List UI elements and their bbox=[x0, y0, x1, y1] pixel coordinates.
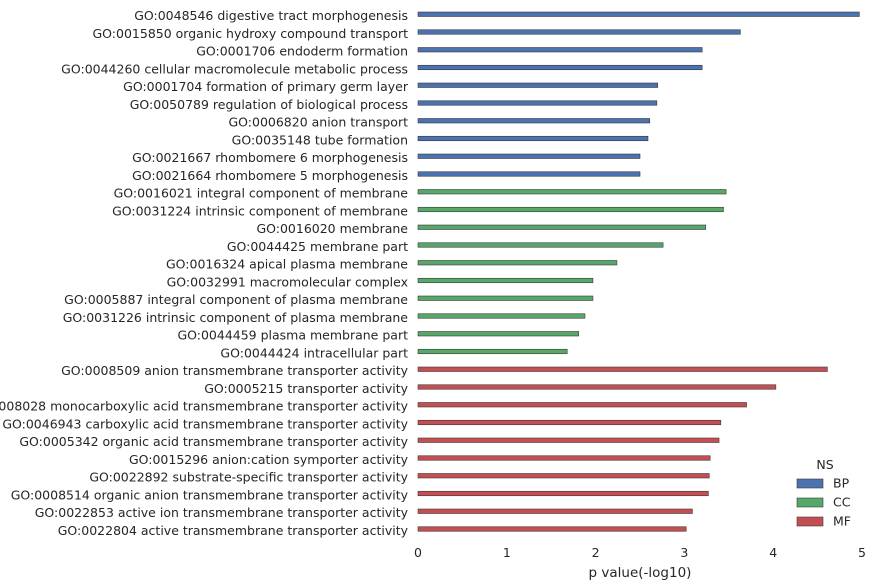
bar-mf bbox=[417, 384, 777, 390]
category-label: GO:0022853 active ion transmembrane tran… bbox=[35, 505, 409, 520]
bar-mf bbox=[417, 526, 687, 532]
category-label: GO:0044424 intracellular part bbox=[220, 345, 408, 360]
x-tick-label: 0 bbox=[414, 545, 422, 560]
category-label: GO:0031224 intrinsic component of membra… bbox=[112, 203, 408, 218]
bar-mf bbox=[417, 366, 828, 372]
bar-cc bbox=[417, 224, 707, 230]
legend-label-mf: MF bbox=[833, 514, 851, 529]
category-label: GO:0001706 endoderm formation bbox=[196, 44, 408, 59]
bar-cc bbox=[417, 277, 594, 284]
category-label: GO:0050789 regulation of biological proc… bbox=[130, 97, 408, 112]
bar-cc bbox=[417, 331, 580, 337]
legend-swatch-bp bbox=[796, 478, 824, 489]
category-label: GO:0015296 anion:cation symporter activi… bbox=[129, 452, 409, 467]
category-label: GO:0006820 anion transport bbox=[228, 115, 408, 130]
legend: NS BP CC MF bbox=[796, 457, 851, 529]
bar-mf bbox=[417, 473, 710, 479]
x-tick-label: 5 bbox=[858, 545, 866, 560]
legend-label-cc: CC bbox=[833, 495, 851, 510]
category-label: GO:0016324 apical plasma membrane bbox=[166, 257, 408, 272]
category-label: GO:0044459 plasma membrane part bbox=[177, 328, 408, 343]
x-tick-label: 1 bbox=[503, 545, 511, 560]
bar-mf bbox=[417, 419, 722, 426]
x-tick-label: 2 bbox=[592, 545, 600, 560]
bar-cc bbox=[417, 189, 727, 195]
bar-bp bbox=[417, 118, 651, 124]
legend-label-bp: BP bbox=[833, 476, 850, 491]
category-label: GO:0005887 integral component of plasma … bbox=[64, 292, 408, 307]
bar-mf bbox=[417, 437, 720, 443]
category-label: GO:0008509 anion transmembrane transport… bbox=[61, 363, 408, 378]
x-tick-label: 3 bbox=[680, 545, 688, 560]
category-label: GO:0035148 tube formation bbox=[232, 132, 408, 147]
bar-cc bbox=[417, 295, 594, 301]
category-label: GO:0032991 macromolecular complex bbox=[167, 274, 408, 289]
category-label: GO:0044425 membrane part bbox=[227, 239, 408, 254]
bar-bp bbox=[417, 135, 649, 142]
bar-bp bbox=[417, 11, 860, 17]
category-label: GO:0008028 monocarboxylic acid transmemb… bbox=[0, 399, 409, 414]
bar-bp bbox=[417, 82, 659, 88]
legend-swatch-cc bbox=[796, 497, 824, 508]
x-tick-label: 4 bbox=[769, 545, 777, 560]
category-label: GO:0005215 transporter activity bbox=[204, 381, 408, 396]
bar-bp bbox=[417, 153, 641, 159]
legend-swatch-mf bbox=[796, 516, 824, 527]
category-label: GO:0046943 carboxylic acid transmembrane… bbox=[2, 416, 408, 431]
category-label: GO:0031226 intrinsic component of plasma… bbox=[63, 310, 409, 325]
category-label: GO:0008514 organic anion transmembrane t… bbox=[11, 487, 409, 502]
bar-cc bbox=[417, 348, 568, 355]
category-label: GO:0016021 integral component of membran… bbox=[114, 186, 409, 201]
bar-bp bbox=[417, 47, 703, 53]
category-labels: GO:0048546 digestive tract morphogenesis… bbox=[0, 8, 409, 538]
bar-cc bbox=[417, 206, 724, 213]
bar-cc bbox=[417, 242, 664, 248]
bar-cc bbox=[417, 313, 586, 319]
category-label: GO:0021664 rhombomere 5 morphogenesis bbox=[132, 168, 408, 183]
bars bbox=[417, 11, 860, 532]
category-label: GO:0022804 active transmembrane transpor… bbox=[58, 523, 409, 538]
category-label: GO:0005342 organic acid transmembrane tr… bbox=[19, 434, 408, 449]
category-label: GO:0044260 cellular macromolecule metabo… bbox=[61, 61, 408, 76]
legend-title: NS bbox=[816, 457, 833, 472]
bar-bp bbox=[417, 171, 641, 177]
x-axis-title: p value(-log10) bbox=[589, 565, 692, 581]
category-label: GO:0022892 substrate-specific transporte… bbox=[89, 470, 408, 485]
bar-mf bbox=[417, 490, 709, 497]
category-label: GO:0015850 organic hydroxy compound tran… bbox=[92, 26, 408, 41]
bar-mf bbox=[417, 508, 693, 514]
bar-cc bbox=[417, 260, 618, 266]
x-axis-ticks: 0 1 2 3 4 5 bbox=[414, 545, 866, 560]
bar-bp bbox=[417, 100, 658, 106]
bar-mf bbox=[417, 455, 711, 461]
category-label: GO:0021667 rhombomere 6 morphogenesis bbox=[132, 150, 408, 165]
bar-mf bbox=[417, 402, 747, 408]
category-label: GO:0001704 formation of primary germ lay… bbox=[123, 79, 409, 94]
bar-bp bbox=[417, 29, 741, 35]
category-label: GO:0048546 digestive tract morphogenesis bbox=[134, 8, 408, 23]
category-label: GO:0016020 membrane bbox=[256, 221, 408, 236]
bar-bp bbox=[417, 64, 703, 71]
